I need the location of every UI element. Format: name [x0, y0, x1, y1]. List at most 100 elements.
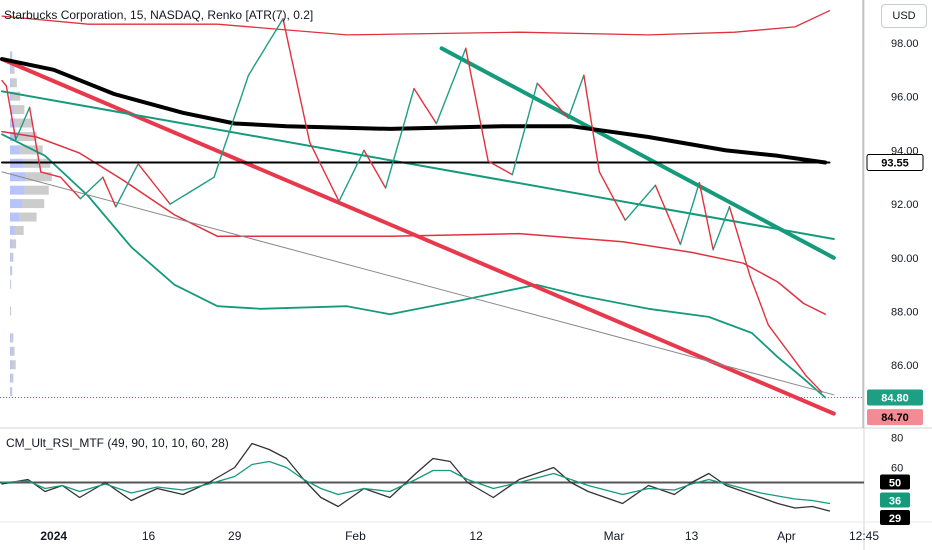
volume-profile-up-bar [10, 78, 12, 88]
price-axis-tick: 96.00 [891, 92, 919, 104]
volume-profile-up-bar [10, 373, 12, 383]
renko-segment [487, 160, 513, 176]
renko-segment [435, 47, 467, 125]
volume-profile-up-bar [10, 333, 12, 343]
volume-profile-down-bar [11, 373, 14, 383]
renko-segment [28, 106, 42, 173]
upper-band-line [1, 10, 831, 36]
volume-profile-up-bar [10, 91, 12, 101]
indicator-label-bg [880, 510, 910, 525]
renko-segment [282, 18, 311, 144]
time-axis-tick: 12 [469, 529, 483, 543]
volume-profile-up-bar [10, 105, 14, 115]
indicator-label-bg [880, 474, 910, 490]
price-label-bg [867, 389, 923, 406]
trendline-grey_thin [1, 171, 835, 396]
trendline-red_down [0, 57, 836, 416]
price-label-bg [867, 409, 923, 426]
volume-profile-down-bar [16, 131, 37, 141]
price-axis-tick: 88.00 [891, 307, 919, 319]
renko-segment [536, 82, 569, 119]
renko-segment [79, 176, 104, 200]
price-panel [0, 10, 864, 416]
price-label: 84.70 [881, 412, 909, 424]
renko-segment [169, 176, 215, 205]
volume-profile-down-bar [11, 78, 17, 88]
renko-segment [247, 18, 284, 76]
volume-profile-up-bar [10, 387, 11, 397]
renko-segment [583, 74, 601, 173]
volume-profile-up-bar [10, 239, 13, 249]
volume-profile-up-bar [10, 185, 25, 195]
price-axis-tick: 90.00 [891, 253, 919, 265]
volume-profile-down-bar [11, 64, 15, 74]
volume-profile-down-bar [25, 172, 52, 182]
volume-profile-down-bar [10, 266, 13, 276]
time-axis-tick: 13 [685, 529, 699, 543]
renko-segment [59, 176, 82, 200]
indicator-title: CM_Ult_RSI_MTF (49, 90, 10, 10, 60, 28) [6, 436, 229, 450]
renko-segment [749, 275, 769, 326]
trendline-green_down [439, 46, 836, 260]
volume-profile-down-bar [10, 51, 13, 61]
volume-profile-down-bar [10, 387, 13, 397]
volume-profile-up-bar [10, 252, 12, 262]
volume-profile-down-bar [11, 91, 21, 101]
renko-segment [115, 163, 139, 208]
renko-segment [102, 176, 117, 208]
price-label: 93.55 [881, 157, 909, 169]
volume-profile-up-bar [10, 131, 17, 141]
indicator-panel [0, 442, 864, 512]
volume-profile-down-bar [19, 212, 37, 222]
time-axis-tick: 12:45 [849, 529, 879, 543]
price-axis-tick: 98.00 [891, 38, 919, 50]
price-label: 84.80 [881, 392, 909, 404]
rsi-black-line [1, 442, 831, 512]
renko-segment [654, 184, 682, 246]
renko-segment [805, 375, 823, 393]
currency-selector[interactable]: USD [881, 4, 927, 28]
time-axis-tick: Feb [345, 529, 366, 543]
renko-segment [598, 171, 626, 221]
indicator-label-bg [880, 492, 910, 508]
time-axis-tick: Apr [777, 529, 796, 543]
renko-segment [712, 206, 731, 251]
renko-segment [767, 324, 807, 377]
volume-profile-down-bar [11, 333, 14, 343]
volume-profile-up-bar [10, 266, 11, 276]
volume-profile-down-bar [11, 346, 15, 356]
renko-segment [511, 82, 538, 176]
volume-profile-down-bar [22, 199, 45, 209]
indicator-label: 36 [889, 496, 901, 508]
indicator-label: 50 [889, 478, 901, 490]
renko-segment [567, 74, 585, 119]
volume-profile-down-bar [10, 306, 12, 316]
renko-segment [698, 181, 714, 251]
volume-profile-up-bar [10, 346, 12, 356]
middle-band-line [1, 130, 826, 315]
renko-segment [624, 184, 657, 221]
volume-profile-up-bar [10, 51, 11, 61]
volume-profile-up-bar [10, 212, 20, 222]
price-label-bg [866, 153, 924, 171]
rsi-green-line [1, 460, 831, 505]
renko-segment [465, 47, 489, 162]
price-axis-tick: 86.00 [891, 360, 919, 372]
volume-profile-down-bar [10, 279, 12, 289]
renko-segment [15, 106, 31, 141]
volume-profile-down-bar [14, 225, 24, 235]
time-axis-tick: Mar [604, 529, 625, 543]
volume-profile-down-bar [11, 360, 16, 370]
renko-segment [1, 79, 8, 87]
renko-segment [363, 149, 387, 189]
time-axis-tick: 2024 [40, 529, 67, 543]
renko-segment [137, 163, 171, 205]
volume-profile-up-bar [10, 172, 26, 182]
chart-title: Starbucks Corporation, 15, NASDAQ, Renko… [4, 8, 314, 22]
moving-average-line [0, 57, 828, 165]
volume-profile-down-bar [24, 185, 49, 195]
time-axis-tick: 16 [142, 529, 156, 543]
renko-segment [338, 149, 365, 203]
